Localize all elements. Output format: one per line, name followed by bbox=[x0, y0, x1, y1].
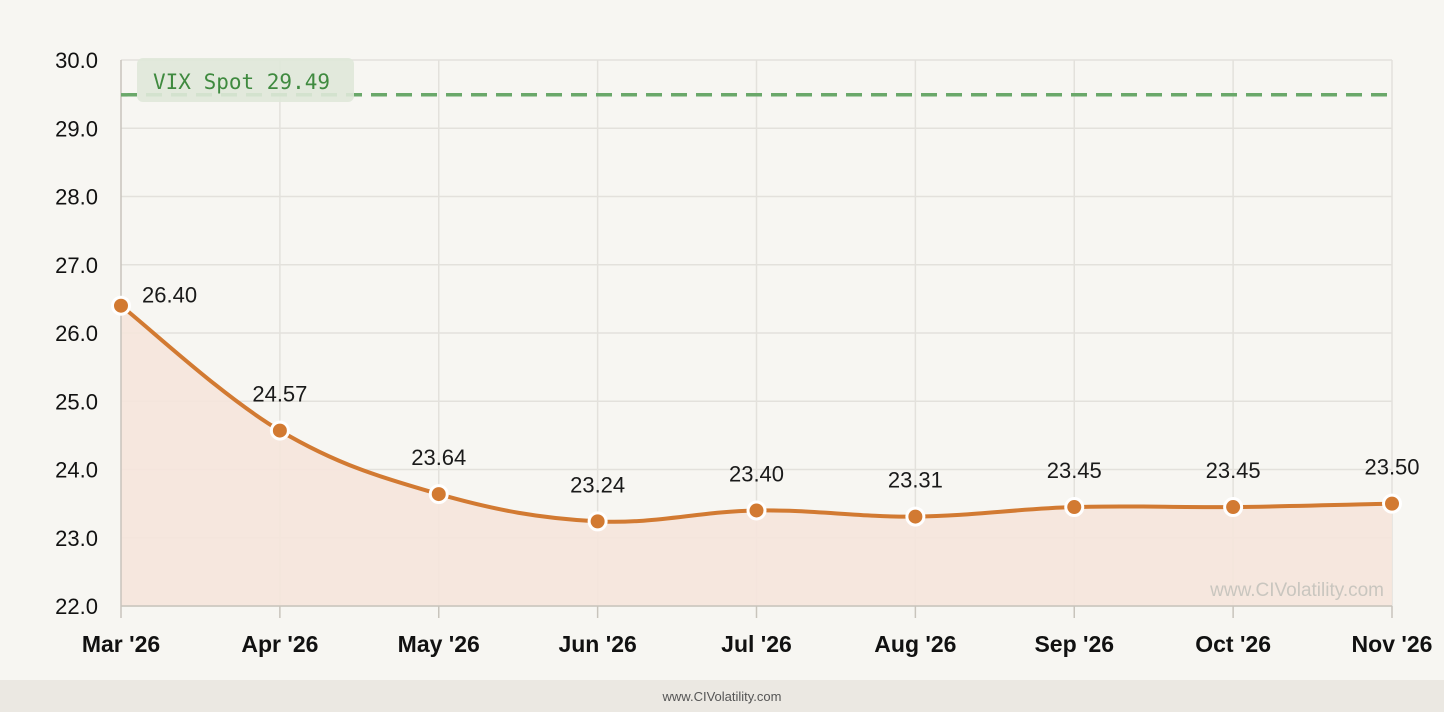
x-tick-label: Nov '26 bbox=[1352, 631, 1433, 657]
x-tick-label: Aug '26 bbox=[874, 631, 956, 657]
x-tick-label: Sep '26 bbox=[1034, 631, 1114, 657]
y-tick-label: 22.0 bbox=[55, 594, 98, 619]
y-tick-label: 26.0 bbox=[55, 321, 98, 346]
chart-container: VIX Spot 29.49 26.40 24.57 23.64 23.24 23.40… bbox=[55, 48, 1432, 657]
series-area bbox=[121, 305, 1392, 606]
y-tick-label: 24.0 bbox=[55, 458, 98, 483]
tick-labels: 22.0 23.0 24.0 25.0 26.0 27.0 28.0 29.0 30.0 Mar … bbox=[55, 48, 1432, 657]
data-label: 23.40 bbox=[729, 461, 784, 486]
vix-spot-reference: VIX Spot 29.49 bbox=[121, 58, 1396, 102]
data-label: 23.45 bbox=[1206, 458, 1261, 483]
vix-spot-label: VIX Spot 29.49 bbox=[153, 70, 330, 94]
data-point bbox=[746, 500, 767, 521]
data-point bbox=[587, 511, 608, 532]
data-point bbox=[1064, 497, 1085, 518]
y-tick-label: 28.0 bbox=[55, 185, 98, 210]
data-point bbox=[905, 506, 926, 527]
data-label: 23.50 bbox=[1364, 455, 1419, 480]
axes bbox=[120, 60, 1393, 618]
y-tick-label: 30.0 bbox=[55, 48, 98, 73]
chart-watermark: www.CIVolatility.com bbox=[1209, 580, 1384, 601]
x-tick-label: May '26 bbox=[398, 631, 480, 657]
data-label: 26.40 bbox=[142, 283, 197, 308]
x-tick-label: Jun '26 bbox=[558, 631, 636, 657]
data-label: 24.57 bbox=[252, 382, 307, 407]
y-tick-label: 23.0 bbox=[55, 526, 98, 551]
data-point bbox=[428, 484, 449, 505]
y-tick-label: 29.0 bbox=[55, 116, 98, 141]
data-labels: 26.40 24.57 23.64 23.24 23.40 23.31 23.45 23.45… bbox=[142, 283, 1420, 498]
data-label: 23.45 bbox=[1047, 458, 1102, 483]
term-structure-chart: VIX Spot 29.49 26.40 24.57 23.64 23.24 23.40… bbox=[55, 48, 1432, 657]
footer-link[interactable]: www.CIVolatility.com bbox=[662, 688, 782, 704]
data-label: 23.64 bbox=[411, 445, 466, 470]
y-tick-label: 25.0 bbox=[55, 389, 98, 414]
footer: www.CIVolatility.com bbox=[0, 680, 1444, 712]
y-tick-label: 27.0 bbox=[55, 253, 98, 278]
data-point bbox=[111, 295, 131, 316]
data-points bbox=[111, 295, 1402, 532]
x-tick-label: Mar '26 bbox=[82, 631, 160, 657]
x-tick-label: Apr '26 bbox=[241, 631, 318, 657]
data-point bbox=[1382, 493, 1402, 514]
area-fill bbox=[121, 305, 1392, 606]
x-tick-label: Jul '26 bbox=[721, 631, 792, 657]
data-label: 23.31 bbox=[888, 468, 943, 493]
data-point bbox=[1223, 497, 1244, 518]
vix-spot-badge bbox=[137, 58, 354, 102]
x-tick-label: Oct '26 bbox=[1195, 631, 1271, 657]
data-point bbox=[269, 420, 290, 441]
data-label: 23.24 bbox=[570, 472, 625, 497]
